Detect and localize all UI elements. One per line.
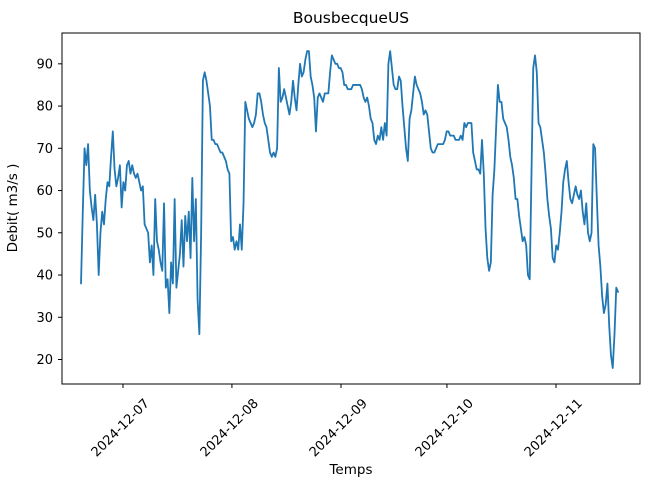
y-axis-label: Debit( m3/s ) [5, 164, 21, 253]
y-tick-label: 30 [36, 311, 53, 326]
y-tick-label: 90 [36, 57, 53, 72]
y-tick-label: 20 [36, 353, 53, 368]
x-tick-label: 2024-12-09 [307, 396, 371, 460]
x-tick-label: 2024-12-11 [522, 396, 586, 460]
y-tick-label: 60 [36, 184, 53, 199]
x-tick-label: 2024-12-08 [198, 396, 262, 460]
x-axis-label: Temps [328, 462, 372, 478]
y-tick-label: 40 [36, 269, 53, 284]
plot-background [62, 33, 640, 384]
y-tick-label: 50 [36, 226, 53, 241]
axes-spines [61, 32, 641, 385]
chart-title: BousbecqueUS [293, 9, 409, 27]
y-tick-label: 80 [36, 100, 53, 115]
debit-series-line [80, 50, 619, 369]
x-tick-label: 2024-12-10 [413, 396, 477, 460]
y-tick-label: 70 [36, 142, 53, 157]
x-tick-label: 2024-12-07 [89, 396, 153, 460]
